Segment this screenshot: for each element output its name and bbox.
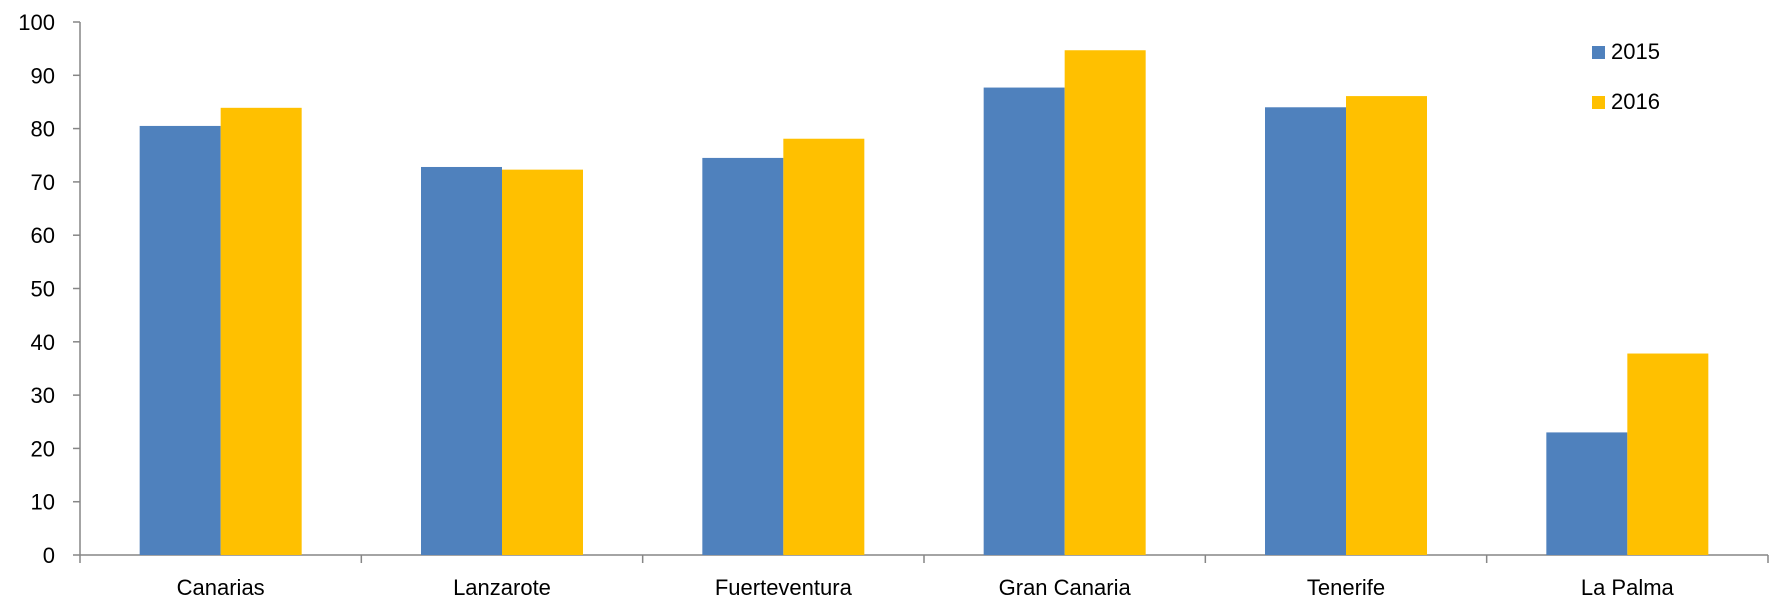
x-category-label: Canarias — [177, 575, 265, 600]
bar-2015-fuerteventura — [702, 157, 784, 556]
bar-2016-lanzarote — [502, 169, 583, 556]
y-axis: 0 10 20 30 40 50 60 70 80 90 100 — [18, 10, 81, 568]
bar-2016-canarias — [220, 107, 302, 556]
bar-2015-canarias — [139, 125, 221, 555]
x-category-label: Fuerteventura — [715, 575, 853, 600]
bar-2016-fuerteventura — [783, 138, 865, 556]
bar-2015-gran-canaria — [983, 87, 1065, 556]
x-category-label: Gran Canaria — [999, 575, 1132, 600]
y-tick-label: 10 — [31, 490, 55, 515]
y-tick-label: 70 — [31, 170, 55, 195]
bar-2016-tenerife — [1346, 96, 1427, 555]
y-tick-label: 0 — [43, 543, 55, 568]
bar-2015-lanzarote — [421, 166, 502, 555]
y-tick-label: 40 — [31, 330, 55, 355]
y-tick-label: 80 — [31, 117, 55, 142]
bar-2016-la-palma — [1627, 353, 1709, 555]
legend-swatch — [1592, 46, 1605, 59]
legend-label: 2016 — [1611, 89, 1660, 114]
y-tick-label: 60 — [31, 223, 55, 248]
x-category-label: Lanzarote — [453, 575, 551, 600]
y-tick-label: 20 — [31, 436, 55, 461]
x-category-label: La Palma — [1581, 575, 1675, 600]
bar-2015-tenerife — [1265, 107, 1346, 555]
y-tick-label: 100 — [18, 10, 55, 35]
legend-label: 2015 — [1611, 39, 1660, 64]
legend-swatch — [1592, 96, 1605, 109]
legend: 2015 2016 — [1592, 39, 1660, 114]
bars — [139, 50, 1709, 556]
bar-2016-gran-canaria — [1064, 50, 1146, 556]
bar-2015-la-palma — [1546, 432, 1628, 555]
y-tick-label: 50 — [31, 277, 55, 302]
x-axis: Canarias Lanzarote Fuerteventura Gran Canar… — [79, 554, 1769, 600]
y-tick-label: 30 — [31, 383, 55, 408]
y-tick-label: 90 — [31, 63, 55, 88]
x-category-label: Tenerife — [1307, 575, 1385, 600]
